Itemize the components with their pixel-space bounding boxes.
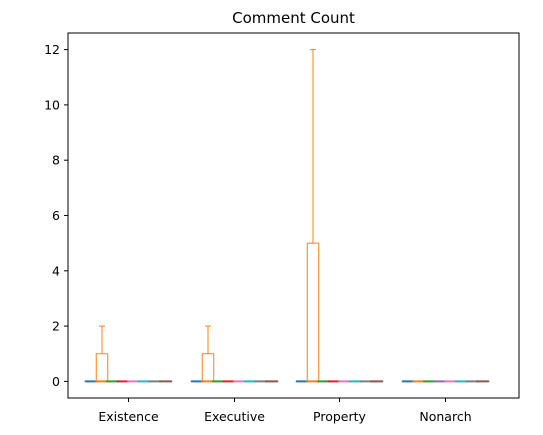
box-body bbox=[96, 354, 108, 382]
box-group-property bbox=[297, 50, 383, 382]
box bbox=[202, 326, 214, 381]
box bbox=[307, 50, 319, 382]
y-tick-label: 2 bbox=[52, 319, 60, 334]
x-axis: Existence Executive Property Nonarch bbox=[98, 398, 471, 424]
box-body bbox=[202, 354, 214, 382]
box-groups bbox=[86, 50, 489, 382]
box-group-existence bbox=[86, 326, 172, 381]
box-group-executive bbox=[192, 326, 278, 381]
y-tick-label: 0 bbox=[52, 374, 60, 389]
x-tick-label: Executive bbox=[204, 409, 265, 424]
chart-title: Comment Count bbox=[232, 9, 355, 27]
plot-area-frame bbox=[68, 33, 519, 398]
x-tick-label: Nonarch bbox=[419, 409, 471, 424]
box-body bbox=[307, 243, 319, 381]
y-tick-label: 8 bbox=[52, 153, 60, 168]
y-tick-label: 12 bbox=[44, 42, 60, 57]
y-tick-label: 6 bbox=[52, 208, 60, 223]
x-tick-label: Existence bbox=[98, 409, 159, 424]
y-tick-label: 10 bbox=[44, 97, 60, 112]
box bbox=[96, 326, 108, 381]
y-axis: 0 2 4 6 8 10 12 bbox=[44, 42, 68, 389]
x-tick-label: Property bbox=[313, 409, 366, 424]
y-tick-label: 4 bbox=[52, 263, 60, 278]
